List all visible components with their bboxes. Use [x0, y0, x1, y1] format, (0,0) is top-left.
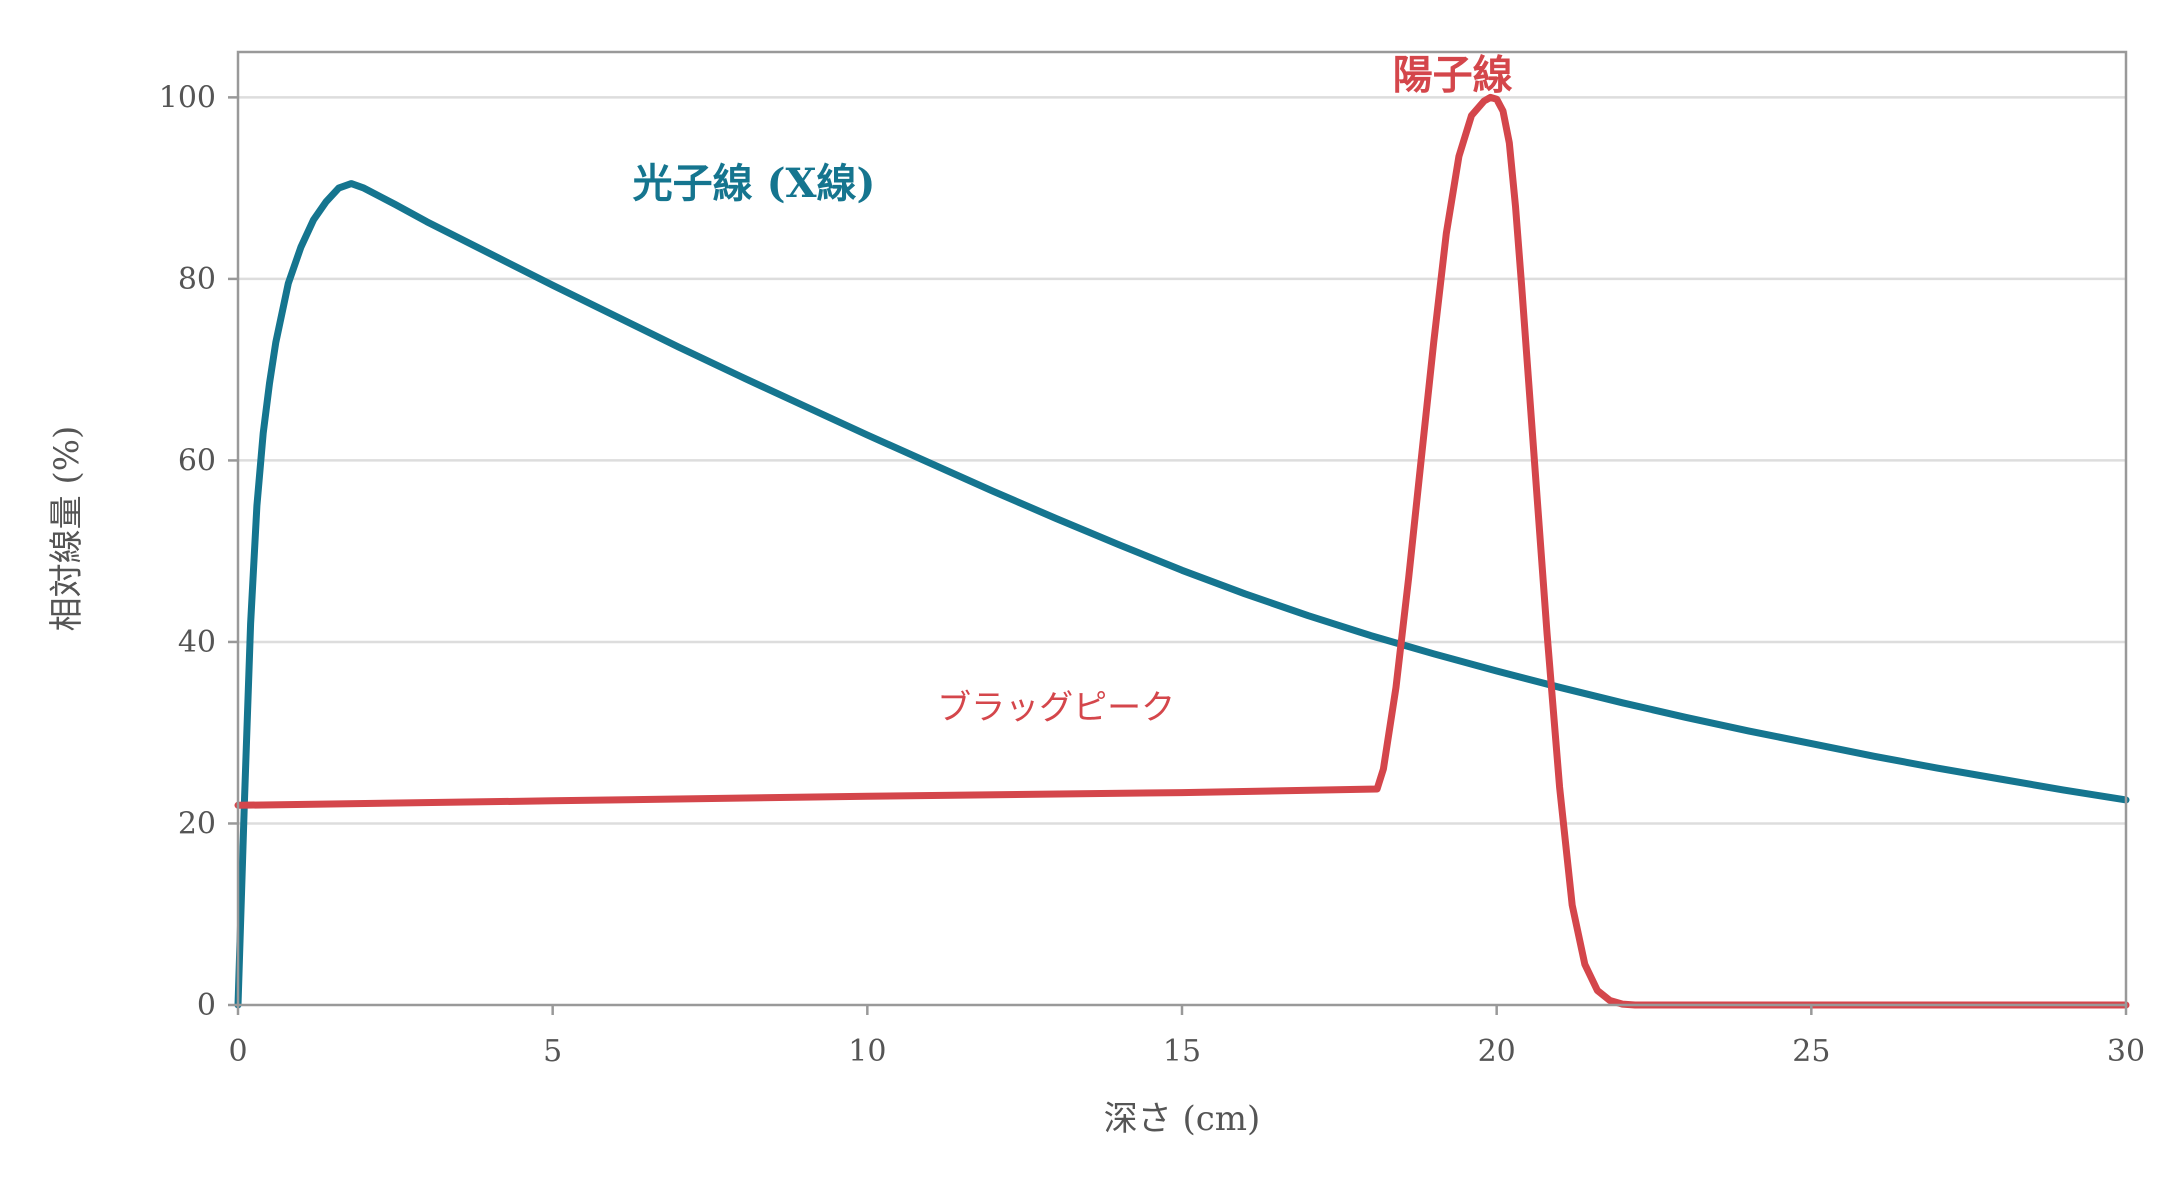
y-tick-label: 60 — [178, 443, 216, 478]
y-tick-label: 100 — [159, 80, 216, 115]
x-tick-label: 10 — [848, 1034, 886, 1069]
y-tick-label: 80 — [178, 262, 216, 297]
series-lines — [234, 93, 2130, 1009]
proton-series-line — [234, 93, 2130, 1009]
y-tick-label: 0 — [197, 988, 216, 1023]
x-tick-label: 15 — [1163, 1034, 1201, 1069]
x-axis-title: 深さ (cm) — [1104, 1099, 1261, 1139]
y-axis-title: 相対線量 (%) — [47, 426, 87, 632]
photon-series-label: 光子線 (X線) — [633, 160, 876, 207]
x-tick-label: 25 — [1792, 1034, 1830, 1069]
plot-frame — [236, 50, 2128, 1007]
x-tick-label: 20 — [1478, 1034, 1516, 1069]
grid-lines — [238, 96, 2126, 825]
axis-ticks: 0 20 40 60 80 100 0 5 10 15 20 25 30 — [159, 80, 2145, 1069]
bragg-peak-annotation: ブラッグピーク — [937, 688, 1175, 728]
y-tick-label: 40 — [178, 625, 216, 660]
y-tick-label: 20 — [178, 806, 216, 841]
proton-series-label: 陽子線 — [1393, 51, 1513, 98]
photon-series-line — [234, 180, 2130, 1009]
labels: 深さ (cm) 相対線量 (%) 光子線 (X線) 陽子線 ブラッグピーク — [47, 51, 1513, 1139]
x-tick-label: 30 — [2107, 1034, 2145, 1069]
x-tick-label: 0 — [228, 1034, 247, 1069]
x-tick-label: 5 — [543, 1034, 562, 1069]
